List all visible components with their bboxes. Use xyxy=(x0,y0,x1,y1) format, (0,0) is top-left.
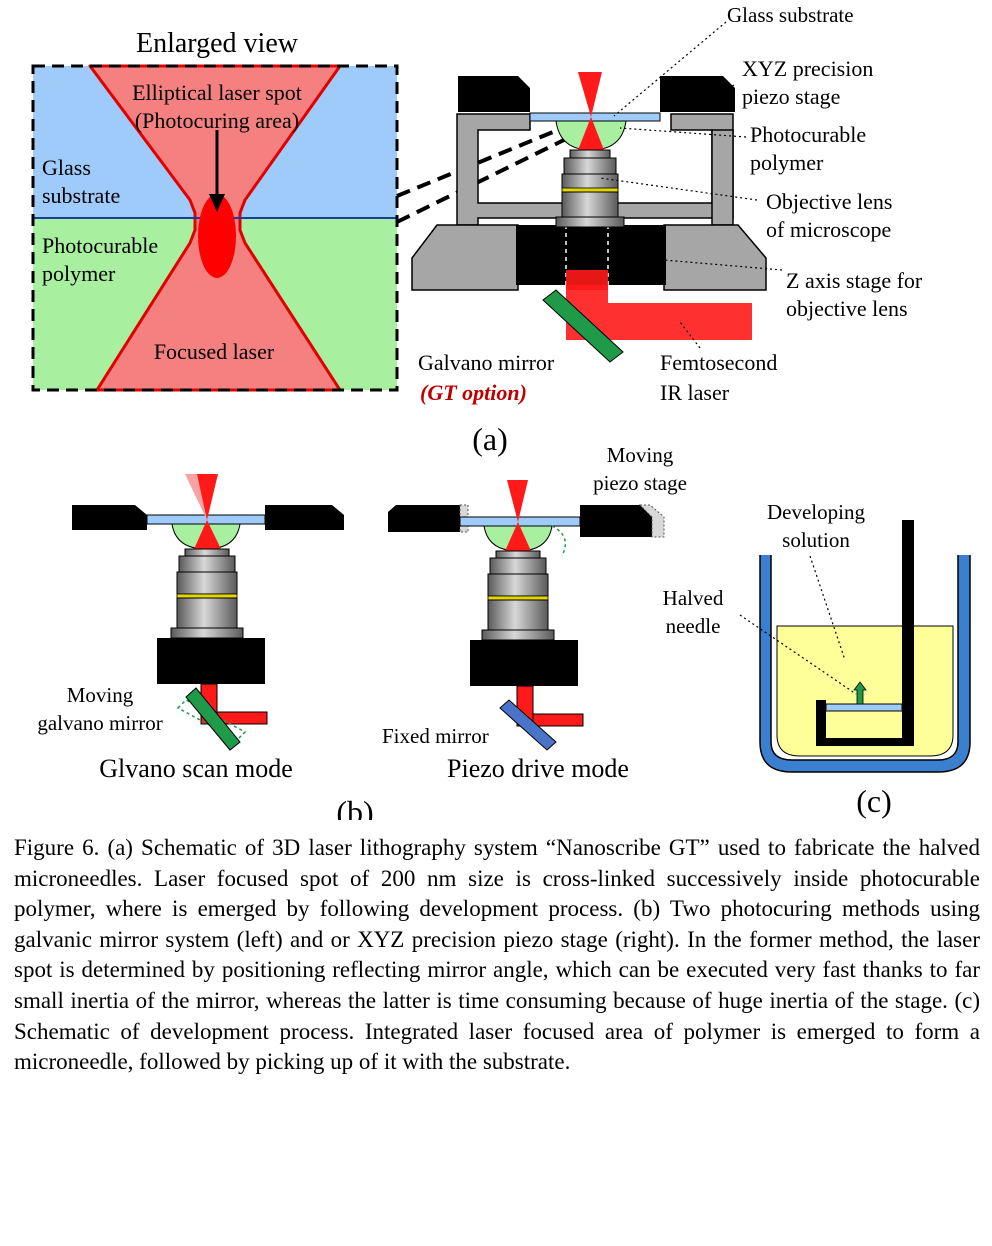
xyz-stage-callout-2: piezo stage xyxy=(742,84,840,109)
base-left xyxy=(411,224,519,291)
system-schematic: Glass substrate XYZ precision piezo stag… xyxy=(411,3,923,457)
galvano-mode-title: Glvano scan mode xyxy=(99,754,293,783)
panel-a-letter: (a) xyxy=(472,421,508,457)
xyz-stage-callout-1: XYZ precision xyxy=(742,56,873,81)
zoom-line-bottom xyxy=(396,135,571,224)
gt-option-label: (GT option) xyxy=(420,380,527,405)
polymer-label-1: Photocurable xyxy=(42,233,158,258)
figure-caption: Figure 6. (a) Schematic of 3D laser lith… xyxy=(14,835,980,1075)
zstage-callout-1: Z axis stage for xyxy=(786,268,923,293)
moving-galvano-mirror-ghost xyxy=(176,699,247,741)
spot-label-1: Elliptical laser spot xyxy=(132,80,302,105)
objective-callout-2: of microscope xyxy=(766,217,891,242)
panel-c-letter: (c) xyxy=(856,783,892,819)
halved-needle-label-1: Halved xyxy=(663,586,724,610)
panel-b-letter: (b) xyxy=(336,794,373,820)
glass-substrate xyxy=(529,112,661,122)
focused-laser-label: Focused laser xyxy=(154,339,275,364)
moving-piezo-label-2: piezo stage xyxy=(593,471,687,495)
piezo-drive-mode: Moving piezo stage Fixed mirror Piezo dr… xyxy=(336,443,687,820)
spot-arrow-icon xyxy=(209,194,225,212)
polymer-callout-1: Photocurable xyxy=(750,122,866,147)
spot-label-2: (Photocuring area) xyxy=(135,108,299,133)
glass-label-2: substrate xyxy=(42,183,120,208)
objective-lens xyxy=(555,149,625,228)
moving-galvano-mirror xyxy=(185,687,241,751)
zstage-callout-2: objective lens xyxy=(786,296,908,321)
galvano-mirror-label: Galvano mirror xyxy=(418,350,555,375)
figure-6-diagram: Enlarged view Elliptical laser spot (Pho… xyxy=(31,3,971,820)
development-process: Developing solution Halved needle (c) xyxy=(663,500,971,819)
xyz-piezo-stage-right xyxy=(660,76,735,112)
piezo-mode-title: Piezo drive mode xyxy=(447,754,629,783)
xyz-piezo-stage-left xyxy=(458,76,530,112)
enlarged-view: Enlarged view Elliptical laser spot (Pho… xyxy=(31,28,399,392)
stage-frame xyxy=(456,113,734,226)
polymer-label-2: polymer xyxy=(42,261,116,286)
ir-laser-beam xyxy=(566,285,752,340)
fixed-mirror xyxy=(499,699,557,751)
holder-rod xyxy=(902,520,914,745)
galvano-mirror xyxy=(542,289,624,363)
zoom-line-top xyxy=(396,123,571,198)
objective-callout-1: Objective lens xyxy=(766,189,892,214)
moving-piezo-label-1: Moving xyxy=(607,443,674,467)
galvano-scan-mode: Moving galvano mirror Glvano scan mode xyxy=(37,474,344,783)
beaker xyxy=(760,555,970,772)
moving-galvano-label-2: galvano mirror xyxy=(37,711,162,735)
halved-needle-label-2: needle xyxy=(666,614,721,638)
elliptical-laser-spot xyxy=(198,194,236,278)
laser-cone-a xyxy=(578,72,602,117)
laser-callout-1: Femtosecond xyxy=(660,350,777,375)
laser-cone-galvano xyxy=(197,474,218,520)
glass-label-1: Glass xyxy=(42,155,91,180)
moving-galvano-label-1: Moving xyxy=(67,683,134,707)
developing-label-2: solution xyxy=(782,528,850,552)
laser-callout-2: IR laser xyxy=(660,380,730,405)
enlarged-view-title: Enlarged view xyxy=(136,28,299,59)
halved-needle xyxy=(853,681,867,705)
glass-substrate-callout: Glass substrate xyxy=(727,3,854,27)
laser-cone-piezo xyxy=(507,480,528,522)
base-right xyxy=(663,224,767,291)
fixed-mirror-label: Fixed mirror xyxy=(382,724,489,748)
developing-label-1: Developing xyxy=(767,500,865,524)
developing-solution xyxy=(776,625,954,757)
polymer-callout-2: polymer xyxy=(750,150,824,175)
